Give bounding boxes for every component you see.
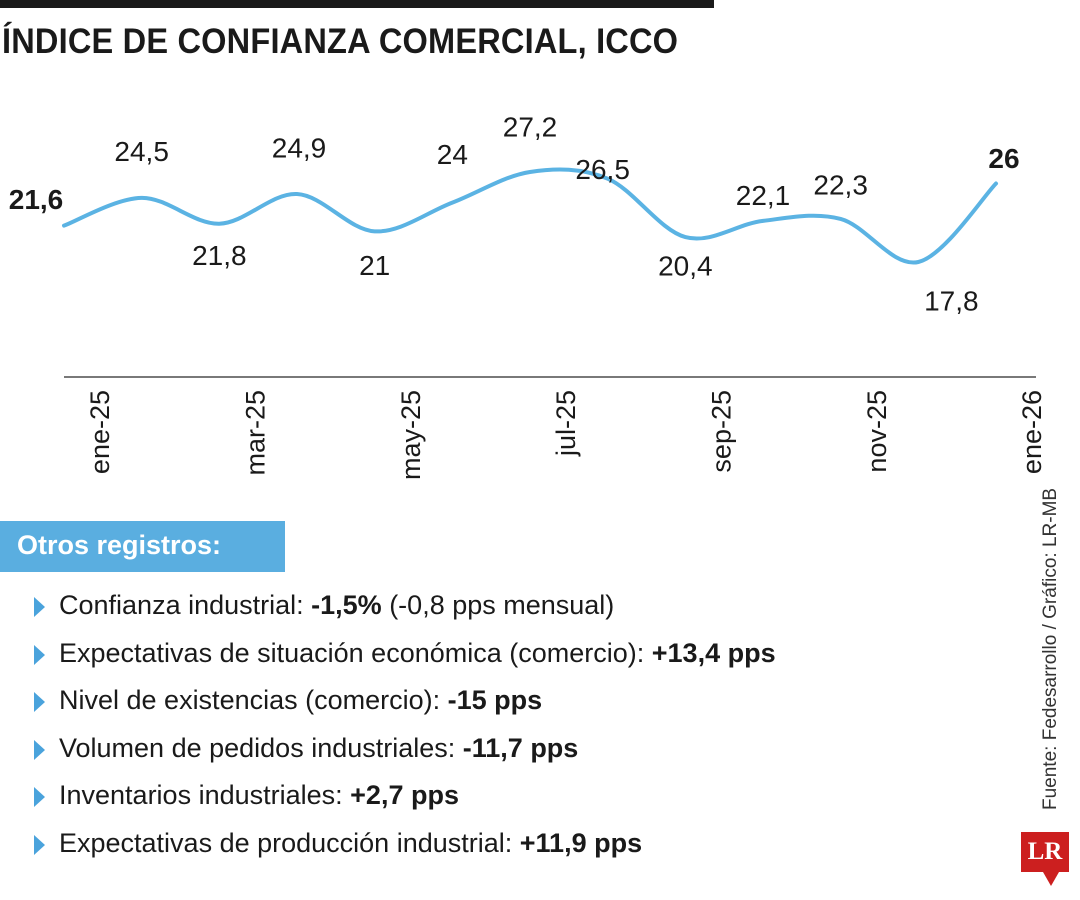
record-value: -1,5%: [311, 590, 382, 620]
x-tick-label: mar-25: [240, 390, 270, 476]
bullet-triangle-icon: [34, 739, 45, 760]
record-value: -11,7 pps: [462, 732, 579, 763]
logo-text: LR: [1027, 838, 1063, 865]
top-rule: [0, 0, 714, 8]
data-label: 17,8: [924, 285, 979, 316]
bullet-triangle-icon: [34, 834, 45, 855]
data-label: 24,5: [114, 136, 169, 167]
bullet-triangle-icon: [34, 787, 45, 807]
data-label: 26,5: [575, 154, 630, 185]
record-label: Expectativas de situación económica (com…: [59, 637, 652, 668]
record-value: +2,7 pps: [350, 780, 459, 810]
bullet-triangle-icon: [34, 644, 45, 665]
data-label: 21,6: [9, 184, 64, 215]
data-label: 21,8: [192, 240, 247, 271]
data-label: 21: [359, 250, 390, 281]
record-label: Nivel de existencias (comercio):: [59, 685, 448, 715]
data-label: 20,4: [658, 250, 713, 281]
x-tick-label: ene-25: [85, 390, 115, 474]
logo-tail-icon: [1043, 872, 1059, 886]
record-label: Inventarios industriales:: [59, 780, 351, 810]
bullet-triangle-icon: [34, 597, 45, 617]
source-note: Fuente: Fedesarrollo / Gráfico: LR-MB: [1040, 487, 1061, 810]
bullet-triangle-icon: [34, 692, 45, 712]
record-label: Volumen de pedidos industriales:: [59, 732, 463, 763]
data-label: 22,1: [736, 180, 791, 211]
record-note: (-0,8 pps mensual): [381, 590, 615, 620]
series-line: [62, 167, 998, 265]
line-chart: 21,6 24,5 21,8 24,9 21 24 27,2 26,5 20,4 22,1 22,3…: [9, 111, 1047, 480]
data-label: 22,3: [813, 169, 868, 200]
section-heading: Otros registros:: [17, 530, 222, 560]
data-label: 26: [988, 143, 1019, 174]
record-label: Expectativas de producción industrial:: [59, 827, 520, 858]
data-label: 27,2: [503, 111, 558, 142]
x-tick-label: nov-25: [862, 390, 892, 473]
record-value: +13,4 pps: [651, 637, 776, 668]
data-label: 24: [437, 139, 468, 170]
x-tick-label: may-25: [396, 390, 426, 480]
section-badge: Otros registros:: [0, 521, 285, 572]
record-label: Confianza industrial:: [59, 590, 312, 620]
x-tick-label: jul-25: [551, 390, 581, 457]
lr-logo: LR: [1021, 832, 1069, 872]
data-label: 24,9: [272, 132, 327, 163]
x-tick-label: sep-25: [706, 390, 736, 473]
record-value: -15 pps: [447, 685, 543, 715]
chart-title: ÍNDICE DE CONFIANZA COMERCIAL, ICCO: [2, 22, 679, 61]
record-value: +11,9 pps: [519, 827, 643, 858]
x-tick-label: ene-26: [1017, 390, 1047, 474]
